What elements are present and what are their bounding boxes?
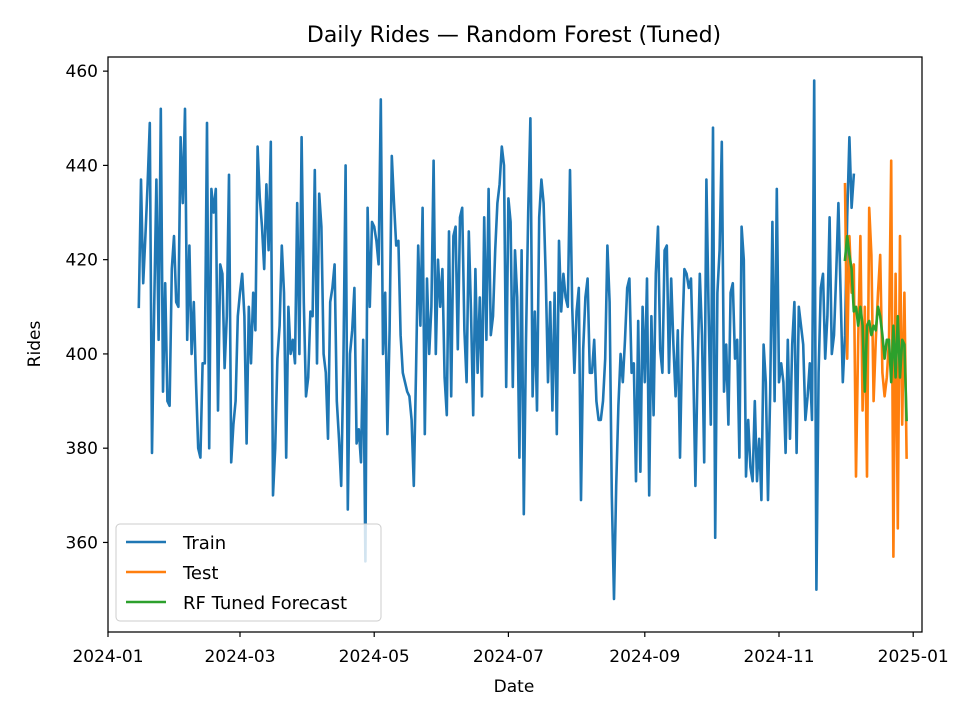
x-axis: 2024-01 2024-03 2024-05 2024-07 2024-09 2024-… bbox=[72, 632, 949, 667]
x-tick-label: 2024-11 bbox=[743, 647, 814, 667]
series-line-train bbox=[137, 79, 856, 601]
legend: Train Test RF Tuned Forecast bbox=[115, 523, 382, 622]
x-tick-label: 2024-07 bbox=[473, 647, 544, 667]
y-tick-label: 440 bbox=[66, 156, 98, 176]
y-axis: 360 380 400 420 440 460 bbox=[66, 62, 108, 553]
y-tick-label: 360 bbox=[66, 533, 98, 553]
y-tick-label: 400 bbox=[66, 345, 98, 365]
series-line-rf-tuned-forecast bbox=[843, 234, 908, 422]
legend-label-rf-tuned-forecast: RF Tuned Forecast bbox=[183, 593, 347, 614]
x-tick-label: 2024-05 bbox=[339, 647, 410, 667]
x-tick-label: 2024-09 bbox=[609, 647, 680, 667]
y-axis-label: Rides bbox=[25, 321, 45, 368]
x-axis-label: Date bbox=[494, 677, 535, 697]
y-tick-label: 380 bbox=[66, 439, 98, 459]
x-tick-label: 2025-01 bbox=[878, 647, 949, 667]
y-tick-label: 460 bbox=[66, 62, 98, 82]
chart-title: Daily Rides — Random Forest (Tuned) bbox=[307, 23, 721, 48]
series-layer bbox=[137, 79, 908, 601]
legend-label-train: Train bbox=[182, 533, 226, 554]
x-tick-label: 2024-01 bbox=[72, 647, 143, 667]
legend-box bbox=[115, 523, 382, 622]
x-tick-label: 2024-03 bbox=[204, 647, 275, 667]
y-tick-label: 420 bbox=[66, 251, 98, 271]
legend-label-test: Test bbox=[182, 563, 218, 584]
plot-frame bbox=[107, 56, 923, 633]
